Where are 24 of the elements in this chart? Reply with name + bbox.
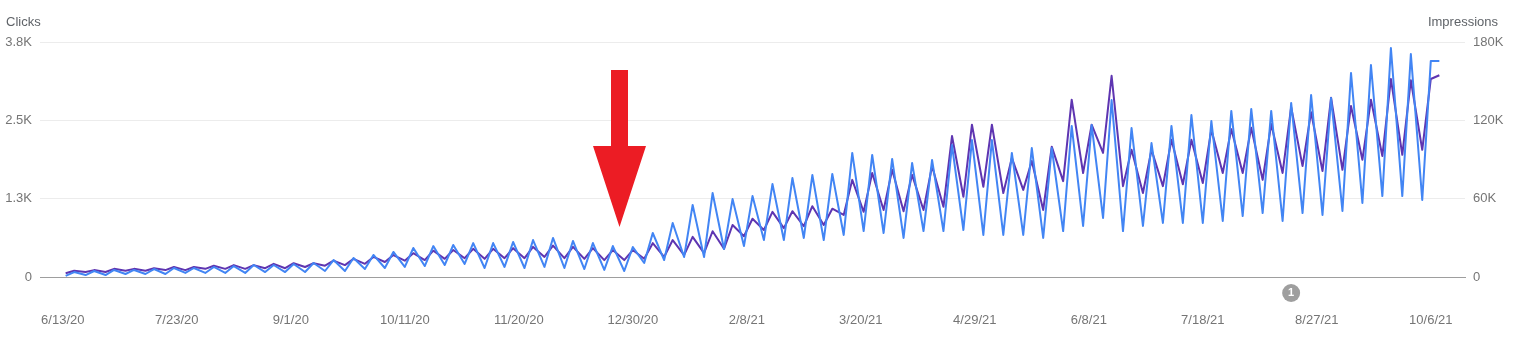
y2-tick-label: 0 <box>1473 268 1481 284</box>
y-axis-title: Clicks <box>6 13 42 29</box>
y2-tick-label: 60K <box>1473 190 1497 206</box>
x-tick-label: 10/11/20 <box>379 312 430 328</box>
y-tick-label: 1.3K <box>5 190 33 206</box>
x-tick-label: 10/6/21 <box>1409 312 1453 328</box>
x-tick-label: 11/20/20 <box>493 312 544 328</box>
y2-axis-title: Impressions <box>1427 13 1499 29</box>
x-tick-label: 8/27/21 <box>1295 312 1339 328</box>
x-tick-label: 6/8/21 <box>1070 312 1107 328</box>
y-tick-label: 0 <box>24 268 32 284</box>
y-tick-label: 3.8K <box>5 33 33 49</box>
x-tick-label: 6/13/20 <box>41 312 85 328</box>
y2-tick-label: 120K <box>1473 111 1504 127</box>
x-tick-label: 7/23/20 <box>155 312 199 328</box>
y-tick-label: 2.5K <box>5 111 33 127</box>
y2-tick-label: 180K <box>1473 33 1504 49</box>
x-tick-label: 12/30/20 <box>607 312 659 328</box>
x-tick-label: 4/29/21 <box>953 312 997 328</box>
text: 1 <box>1288 286 1295 299</box>
x-tick-label: 3/20/21 <box>839 312 883 328</box>
x-tick-label: 2/8/21 <box>728 312 765 328</box>
x-tick-label: 9/1/20 <box>272 312 309 328</box>
x-tick-label: 7/18/21 <box>1181 312 1225 328</box>
